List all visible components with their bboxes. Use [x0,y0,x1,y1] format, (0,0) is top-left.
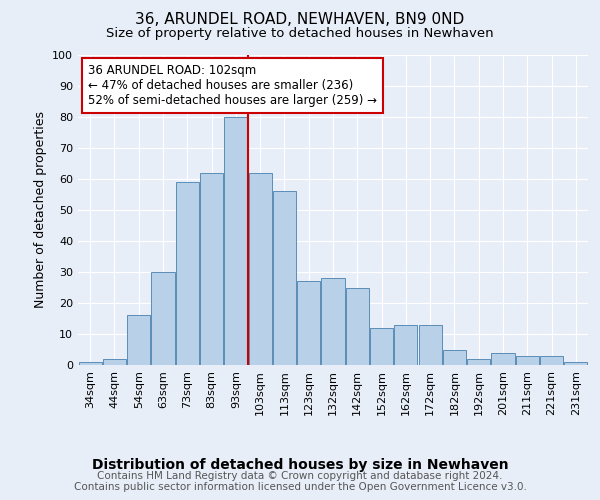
Text: Distribution of detached houses by size in Newhaven: Distribution of detached houses by size … [92,458,508,471]
Text: 36, ARUNDEL ROAD, NEWHAVEN, BN9 0ND: 36, ARUNDEL ROAD, NEWHAVEN, BN9 0ND [136,12,464,28]
Text: Size of property relative to detached houses in Newhaven: Size of property relative to detached ho… [106,28,494,40]
Bar [103,359,126,365]
Text: 36 ARUNDEL ROAD: 102sqm
← 47% of detached houses are smaller (236)
52% of semi-d: 36 ARUNDEL ROAD: 102sqm ← 47% of detache… [88,64,377,108]
Bar [419,324,442,365]
Bar [297,282,320,365]
Bar [224,117,247,365]
Bar [467,359,490,365]
Bar [565,362,587,365]
Bar [540,356,563,365]
Bar [322,278,344,365]
Bar [151,272,175,365]
Bar [491,352,515,365]
Bar [79,362,101,365]
Bar [443,350,466,365]
Bar [516,356,539,365]
Text: Contains HM Land Registry data © Crown copyright and database right 2024.
Contai: Contains HM Land Registry data © Crown c… [74,471,526,492]
Bar [346,288,369,365]
Bar [127,316,150,365]
Bar [176,182,199,365]
Bar [394,324,418,365]
Y-axis label: Number of detached properties: Number of detached properties [34,112,47,308]
Bar [273,192,296,365]
Bar [370,328,393,365]
Bar [200,173,223,365]
Bar [248,173,272,365]
